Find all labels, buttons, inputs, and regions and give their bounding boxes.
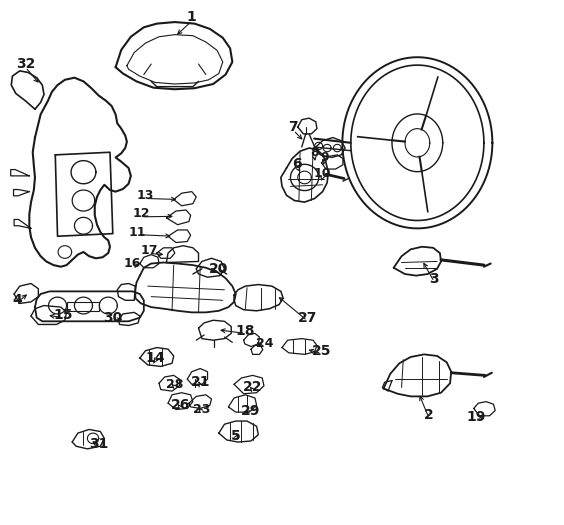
Text: 11: 11: [129, 226, 147, 238]
Text: 3: 3: [429, 272, 439, 286]
Text: 29: 29: [241, 404, 261, 417]
Text: 10: 10: [314, 167, 332, 180]
Text: 23: 23: [193, 403, 210, 416]
Text: 6: 6: [292, 157, 302, 171]
Text: 16: 16: [124, 257, 140, 270]
Text: 27: 27: [298, 311, 317, 324]
Text: 25: 25: [312, 344, 331, 358]
Text: 2: 2: [424, 408, 434, 422]
Text: 14: 14: [146, 351, 165, 365]
Text: 18: 18: [236, 324, 255, 338]
Text: 8: 8: [310, 146, 319, 159]
Text: 15: 15: [54, 308, 73, 322]
Text: 26: 26: [171, 398, 190, 412]
Text: 19: 19: [467, 411, 486, 424]
Text: 32: 32: [16, 57, 35, 71]
Text: 1: 1: [187, 10, 197, 24]
Text: 13: 13: [137, 189, 154, 202]
Text: 4: 4: [12, 293, 22, 307]
Text: 17: 17: [140, 245, 158, 257]
Text: 5: 5: [231, 429, 241, 443]
Text: 12: 12: [132, 207, 150, 220]
Text: 9: 9: [320, 151, 329, 164]
Text: 20: 20: [209, 262, 228, 276]
Text: 30: 30: [103, 311, 122, 324]
Text: 21: 21: [191, 375, 210, 389]
Text: 22: 22: [243, 381, 262, 394]
Text: 31: 31: [89, 437, 108, 450]
Text: 24: 24: [256, 338, 274, 350]
Text: 7: 7: [288, 120, 298, 134]
Text: 28: 28: [166, 378, 183, 391]
